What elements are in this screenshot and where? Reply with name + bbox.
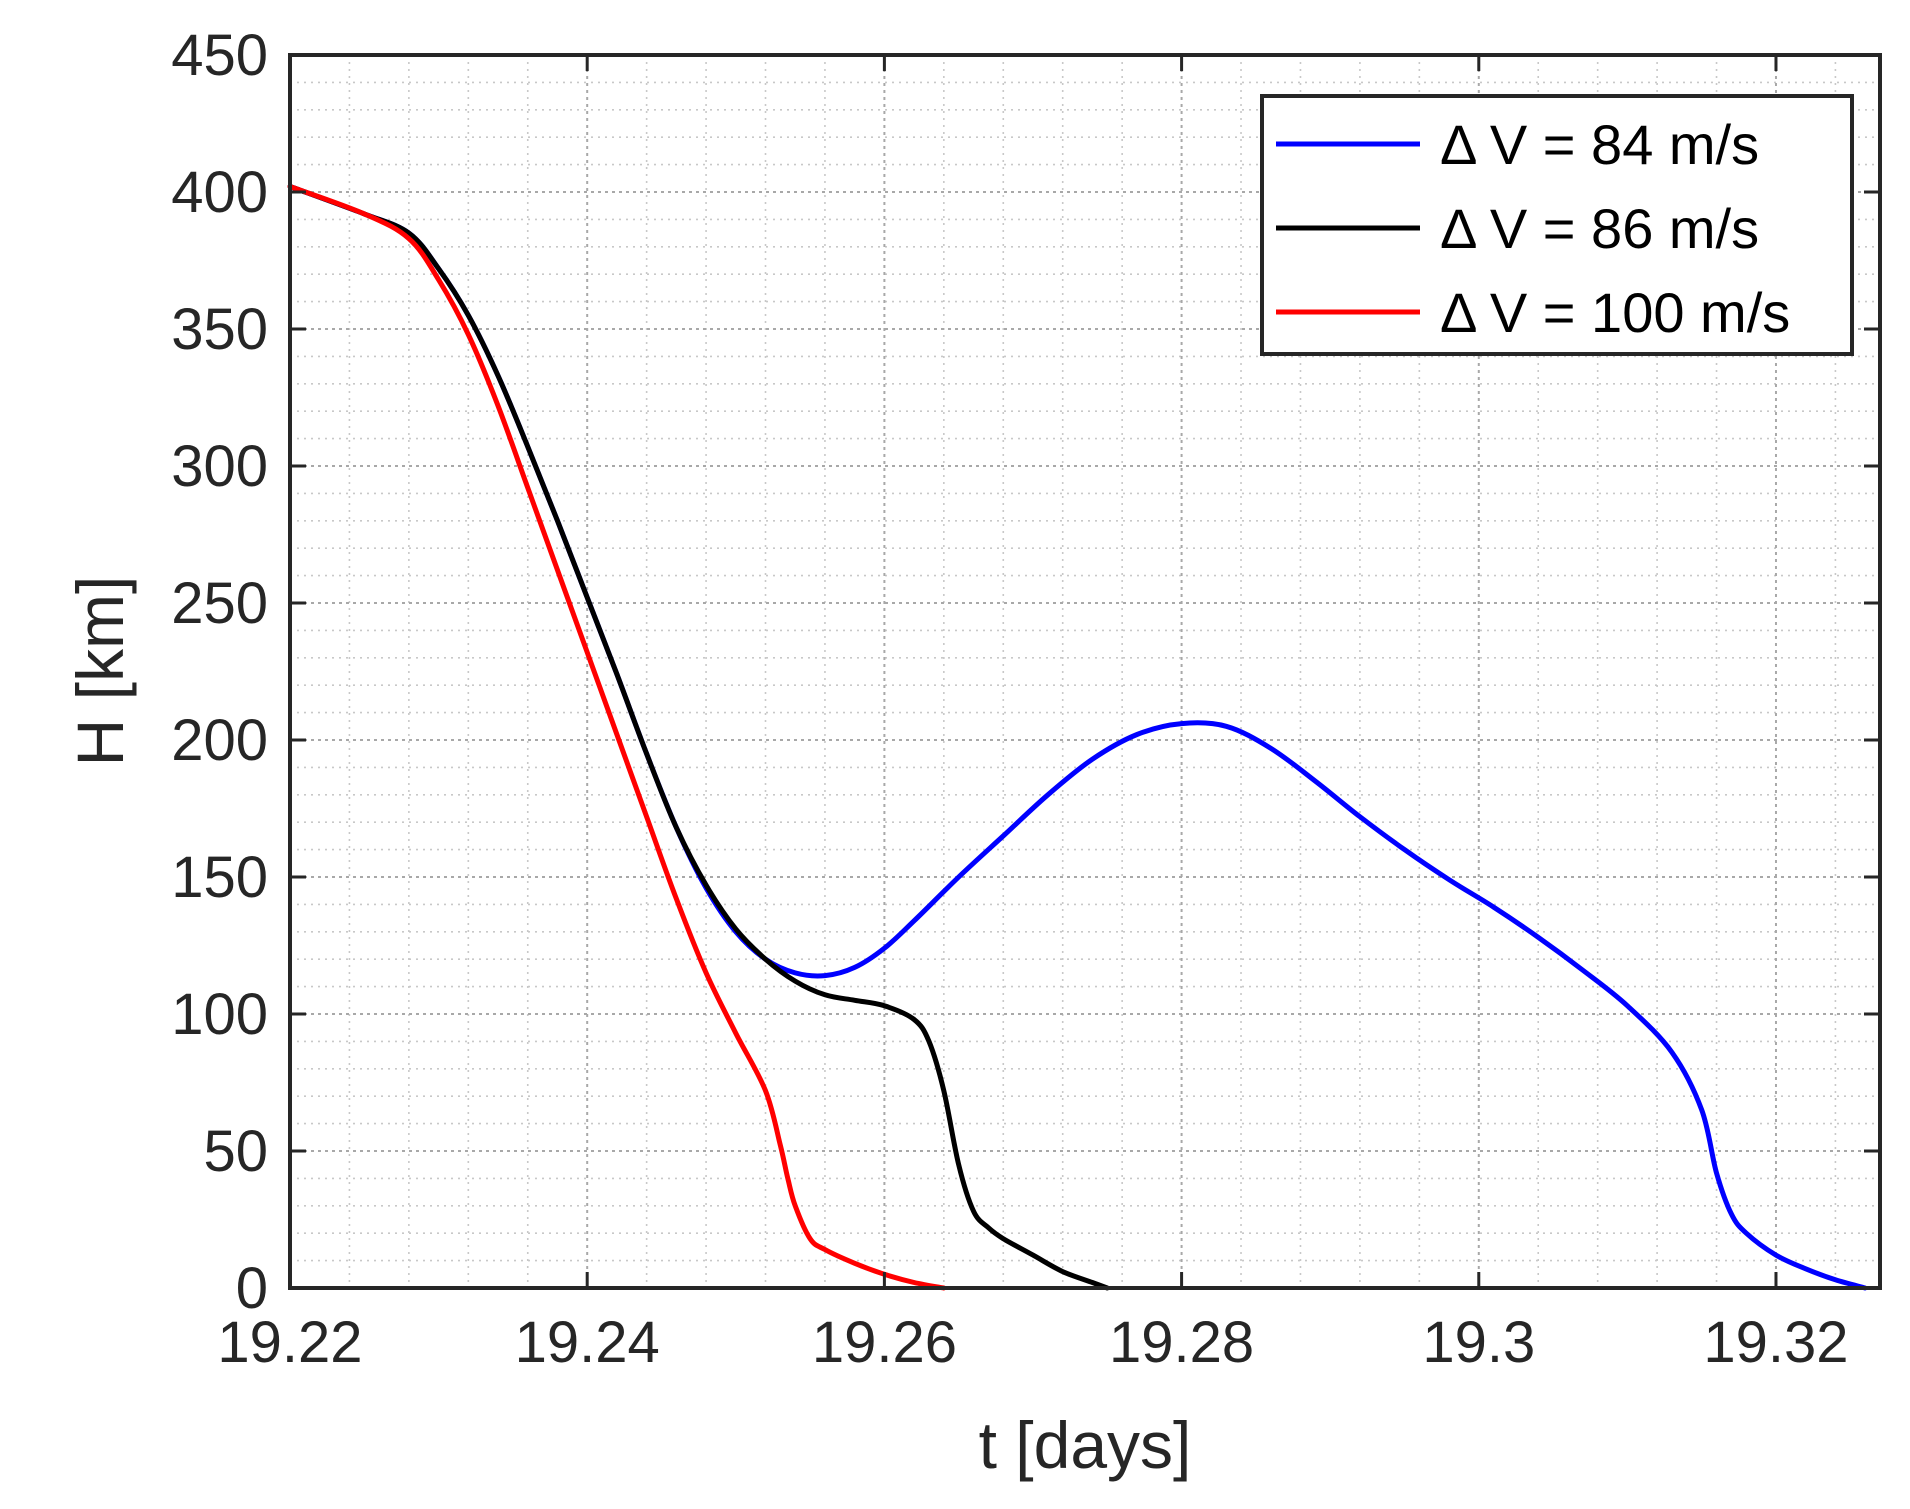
series-layer <box>287 184 1868 1291</box>
x-tick-label: 19.22 <box>217 1310 362 1375</box>
y-tick-label: 450 <box>171 23 268 88</box>
legend-label-84: Δ V = 84 m/s <box>1440 113 1759 176</box>
x-tick-label: 19.32 <box>1703 1310 1848 1375</box>
y-axis-label: H [km] <box>63 576 137 767</box>
x-tick-labels: 19.22 19.24 19.26 19.28 19.3 19.32 <box>217 1310 1848 1375</box>
series-line-2 <box>287 184 947 1291</box>
legend-label-100: Δ V = 100 m/s <box>1440 281 1790 344</box>
y-tick-label: 250 <box>171 571 268 636</box>
y-tick-label: 400 <box>171 160 268 225</box>
x-tick-label: 19.3 <box>1422 1310 1535 1375</box>
y-tick-label: 200 <box>171 708 268 773</box>
y-tick-label: 0 <box>236 1256 268 1321</box>
y-tick-labels: 0 50 100 150 200 250 300 350 400 450 <box>171 23 268 1321</box>
legend-label-86: Δ V = 86 m/s <box>1440 197 1759 260</box>
x-axis-label: t [days] <box>979 1408 1192 1482</box>
x-tick-label: 19.26 <box>812 1310 957 1375</box>
y-tick-label: 300 <box>171 434 268 499</box>
axis-ticks <box>288 53 1880 1290</box>
legend: Δ V = 84 m/s Δ V = 86 m/s Δ V = 100 m/s <box>1260 94 1854 356</box>
series-line-1 <box>287 184 1110 1291</box>
plot-frame <box>288 53 1882 1290</box>
x-tick-label: 19.24 <box>515 1310 660 1375</box>
y-tick-label: 350 <box>171 297 268 362</box>
y-tick-label: 50 <box>203 1119 268 1184</box>
y-tick-label: 150 <box>171 845 268 910</box>
y-tick-label: 100 <box>171 982 268 1047</box>
x-tick-label: 19.28 <box>1109 1310 1254 1375</box>
